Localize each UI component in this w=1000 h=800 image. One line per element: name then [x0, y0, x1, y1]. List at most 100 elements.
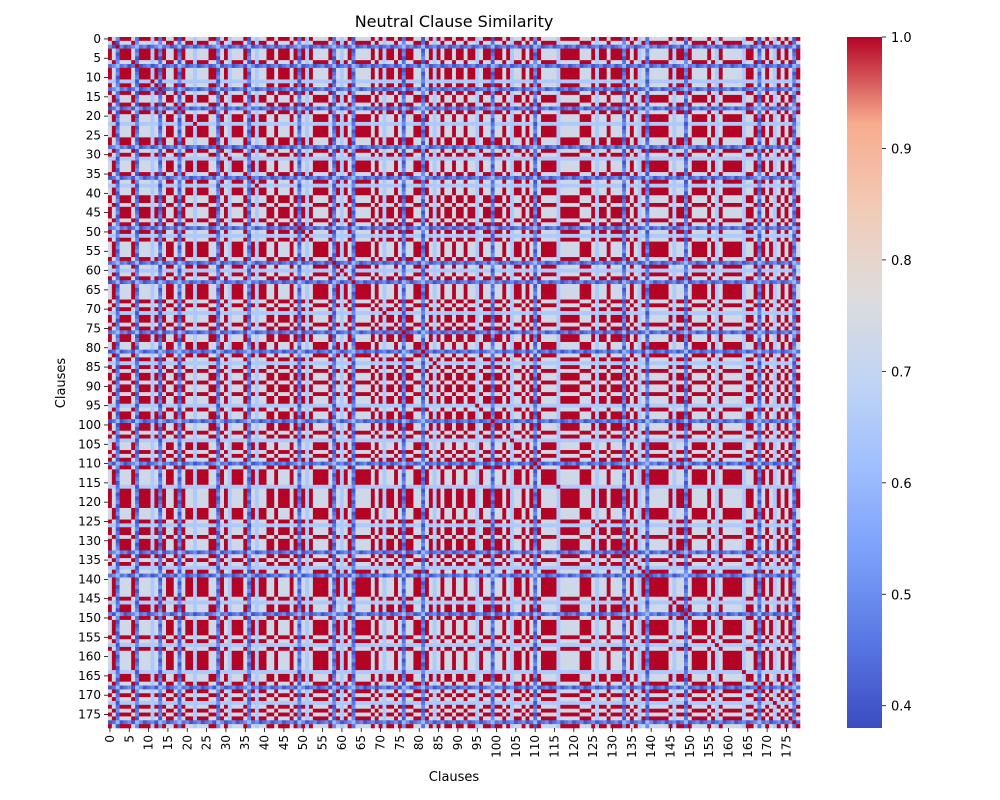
heatmap-cell: [359, 102, 364, 107]
heatmap-cell: [425, 44, 430, 49]
heatmap-cell: [482, 106, 488, 111]
heatmap-cell: [618, 64, 623, 69]
heatmap-cell: [305, 52, 310, 57]
heatmap-cell: [745, 125, 751, 130]
heatmap-cell: [610, 102, 615, 107]
heatmap-cell: [707, 133, 712, 138]
heatmap-cell: [726, 141, 731, 146]
heatmap-cell: [792, 48, 797, 53]
heatmap-cell: [765, 121, 770, 127]
heatmap-cell: [467, 121, 472, 127]
heatmap-cell: [165, 133, 171, 138]
heatmap-cell: [448, 121, 453, 127]
heatmap-cell: [425, 129, 430, 134]
heatmap-cell: [587, 87, 592, 92]
heatmap-cell: [521, 48, 526, 53]
heatmap-cell: [614, 48, 619, 53]
heatmap-cell: [328, 87, 333, 92]
heatmap-cell: [660, 110, 665, 115]
heatmap-cell: [656, 125, 662, 130]
heatmap-cell: [668, 98, 673, 103]
heatmap-cell: [595, 114, 600, 119]
heatmap-cell: [479, 98, 484, 103]
heatmap-cell: [162, 37, 167, 42]
heatmap-cell: [772, 83, 778, 88]
heatmap-cell: [769, 133, 774, 138]
heatmap-cell: [212, 48, 217, 53]
heatmap-cell: [131, 67, 136, 73]
heatmap-cell: [165, 121, 171, 127]
heatmap-cell: [343, 52, 348, 57]
heatmap-cell: [150, 44, 155, 49]
heatmap-cell: [177, 94, 182, 100]
heatmap-cell: [336, 118, 341, 123]
heatmap-cell: [135, 60, 140, 65]
heatmap-cell: [513, 114, 519, 119]
heatmap-cell: [471, 52, 476, 57]
heatmap-cell: [185, 121, 190, 127]
heatmap-cell: [575, 141, 580, 146]
heatmap-cell: [761, 94, 766, 100]
heatmap-cell: [108, 87, 113, 92]
heatmap-cell: [359, 98, 364, 103]
heatmap-cell: [780, 110, 785, 115]
heatmap-cell: [196, 98, 202, 103]
heatmap-cell: [363, 37, 368, 42]
heatmap-cell: [726, 87, 731, 92]
heatmap-cell: [517, 75, 522, 80]
heatmap-cell: [649, 98, 654, 103]
heatmap-cell: [544, 98, 550, 103]
heatmap-cell: [177, 75, 182, 80]
heatmap-cell: [726, 133, 731, 138]
heatmap-cell: [459, 71, 464, 76]
heatmap-cell: [656, 48, 662, 53]
heatmap-cell: [390, 67, 395, 73]
heatmap-cell: [138, 114, 144, 119]
heatmap-cell: [127, 118, 132, 123]
heatmap-cell: [525, 106, 530, 111]
heatmap-cell: [660, 118, 665, 123]
heatmap-cell: [769, 56, 774, 61]
heatmap-cell: [169, 94, 175, 100]
heatmap-cell: [552, 83, 557, 88]
heatmap-cell: [502, 64, 507, 69]
heatmap-cell: [343, 37, 348, 42]
heatmap-cell: [571, 56, 577, 61]
heatmap-cell: [579, 48, 584, 53]
heatmap-cell: [301, 141, 306, 146]
heatmap-cell: [316, 129, 321, 134]
heatmap-cell: [486, 64, 492, 69]
heatmap-cell: [305, 137, 310, 142]
heatmap-cell: [115, 129, 120, 134]
heatmap-cell: [498, 87, 503, 92]
heatmap-cell: [320, 141, 325, 146]
heatmap-cell: [745, 79, 751, 84]
heatmap-cell: [591, 133, 596, 138]
heatmap-cell: [382, 37, 387, 42]
heatmap-cell: [258, 110, 263, 115]
heatmap-cell: [382, 106, 387, 111]
heatmap-cell: [610, 106, 615, 111]
heatmap-cell: [421, 118, 426, 123]
heatmap-cell: [363, 121, 368, 127]
heatmap-cells: [108, 37, 801, 729]
heatmap-cell: [591, 48, 596, 53]
heatmap-cell: [115, 75, 120, 80]
heatmap-cell: [517, 37, 522, 42]
heatmap-cell: [645, 48, 650, 53]
heatmap-cell: [162, 71, 167, 76]
heatmap-cell: [653, 75, 658, 80]
heatmap-cell: [792, 67, 797, 73]
heatmap-cell: [672, 71, 677, 76]
heatmap-cell: [529, 87, 534, 92]
heatmap-cell: [641, 52, 646, 57]
heatmap-cell: [510, 141, 515, 146]
heatmap-cell: [367, 141, 372, 146]
heatmap-cell: [312, 141, 318, 146]
heatmap-cell: [668, 87, 673, 92]
heatmap-cell: [204, 133, 209, 138]
heatmap-cell: [146, 67, 151, 73]
heatmap-cell: [231, 52, 236, 57]
heatmap-cell: [316, 52, 321, 57]
heatmap-cell: [312, 75, 318, 80]
